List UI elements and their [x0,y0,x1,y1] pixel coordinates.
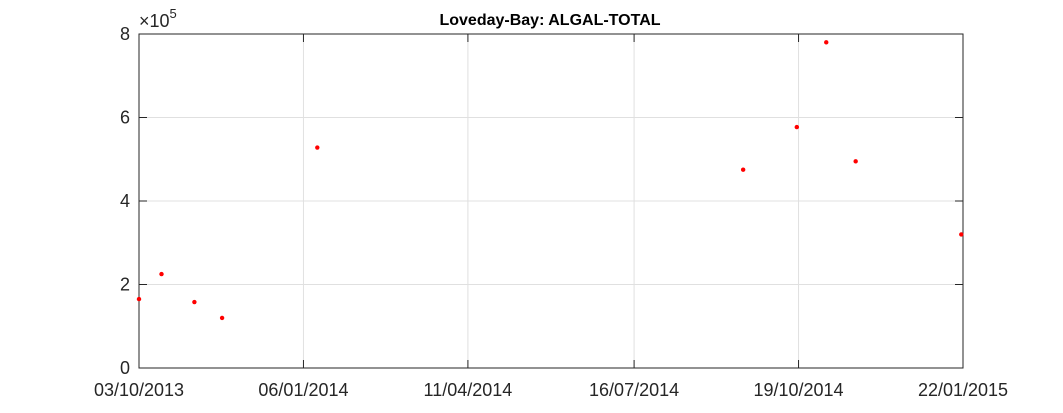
axis-ticks [138,33,964,369]
y-tick-label: 6 [120,108,130,128]
y-axis-tick-labels: 0 2 4 6 8 [120,24,130,378]
y-multiplier-exponent: 5 [170,6,177,21]
data-point [853,159,858,164]
data-points [136,40,964,321]
y-axis-multiplier: ×105 [139,6,177,31]
y-tick-label: 0 [120,358,130,378]
chart-title: Loveday-Bay: ALGAL-TOTAL [439,12,660,29]
data-point [136,296,142,302]
y-tick-label: 2 [120,275,130,295]
x-tick-label: 16/07/2014 [589,380,679,400]
x-axis-tick-labels: 03/10/2013 06/01/2014 11/04/2014 16/07/2014… [94,380,1008,400]
data-point [740,167,746,172]
x-tick-label: 22/01/2015 [918,380,1008,400]
x-tick-label: 11/04/2014 [424,380,513,400]
data-point [794,124,800,130]
x-tick-label: 06/01/2014 [258,380,348,400]
y-multiplier-base: 10 [150,11,170,31]
data-point [315,145,320,150]
x-tick-label: 03/10/2013 [94,380,184,400]
y-tick-label: 4 [120,191,130,211]
data-point [959,232,964,237]
data-point [824,40,829,45]
data-point [159,271,164,277]
x-tick-label: 19/10/2014 [753,380,843,400]
data-point [219,315,225,321]
data-point [192,299,197,305]
y-tick-label: 8 [120,24,130,44]
